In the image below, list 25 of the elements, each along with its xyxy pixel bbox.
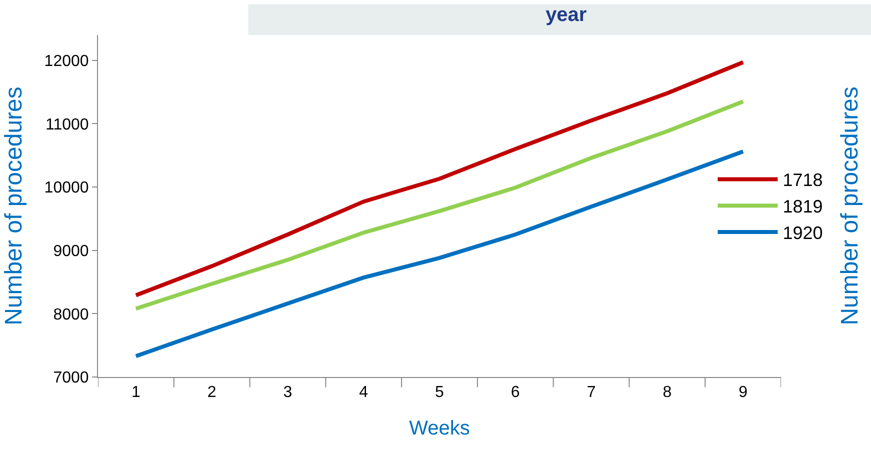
y-tick-label: 7000 [53, 370, 89, 387]
y-tick-label: 11000 [45, 116, 89, 134]
x-tick-label: 2 [207, 384, 216, 402]
y-tick-label: 12000 [44, 52, 89, 70]
y-tick-label: 8000 [53, 306, 89, 324]
legend-label: 1718 [782, 170, 823, 190]
y-tick-label: 9000 [53, 242, 89, 260]
x-axis-title: Weeks [409, 418, 470, 440]
chart-title: year [546, 4, 587, 26]
x-tick-label: 9 [738, 384, 748, 402]
legend-label: 1819 [782, 196, 823, 217]
x-tick-label: 5 [435, 384, 444, 402]
x-tick-label: 7 [586, 384, 596, 402]
y2-axis-title: Number of procedures [836, 86, 864, 326]
x-tick-label: 3 [283, 384, 292, 402]
line-series [134, 150, 746, 358]
x-tick-label: 8 [662, 384, 672, 402]
x-tick-label: 4 [359, 384, 368, 402]
x-tick-label: 1 [131, 384, 140, 402]
legend-label: 1920 [782, 223, 823, 244]
line-series [134, 60, 746, 298]
y-tick-label: 10000 [44, 180, 89, 197]
y-axis-title: Number of procedures [0, 86, 28, 326]
x-tick-label: 6 [510, 384, 520, 402]
line-series [134, 100, 746, 311]
